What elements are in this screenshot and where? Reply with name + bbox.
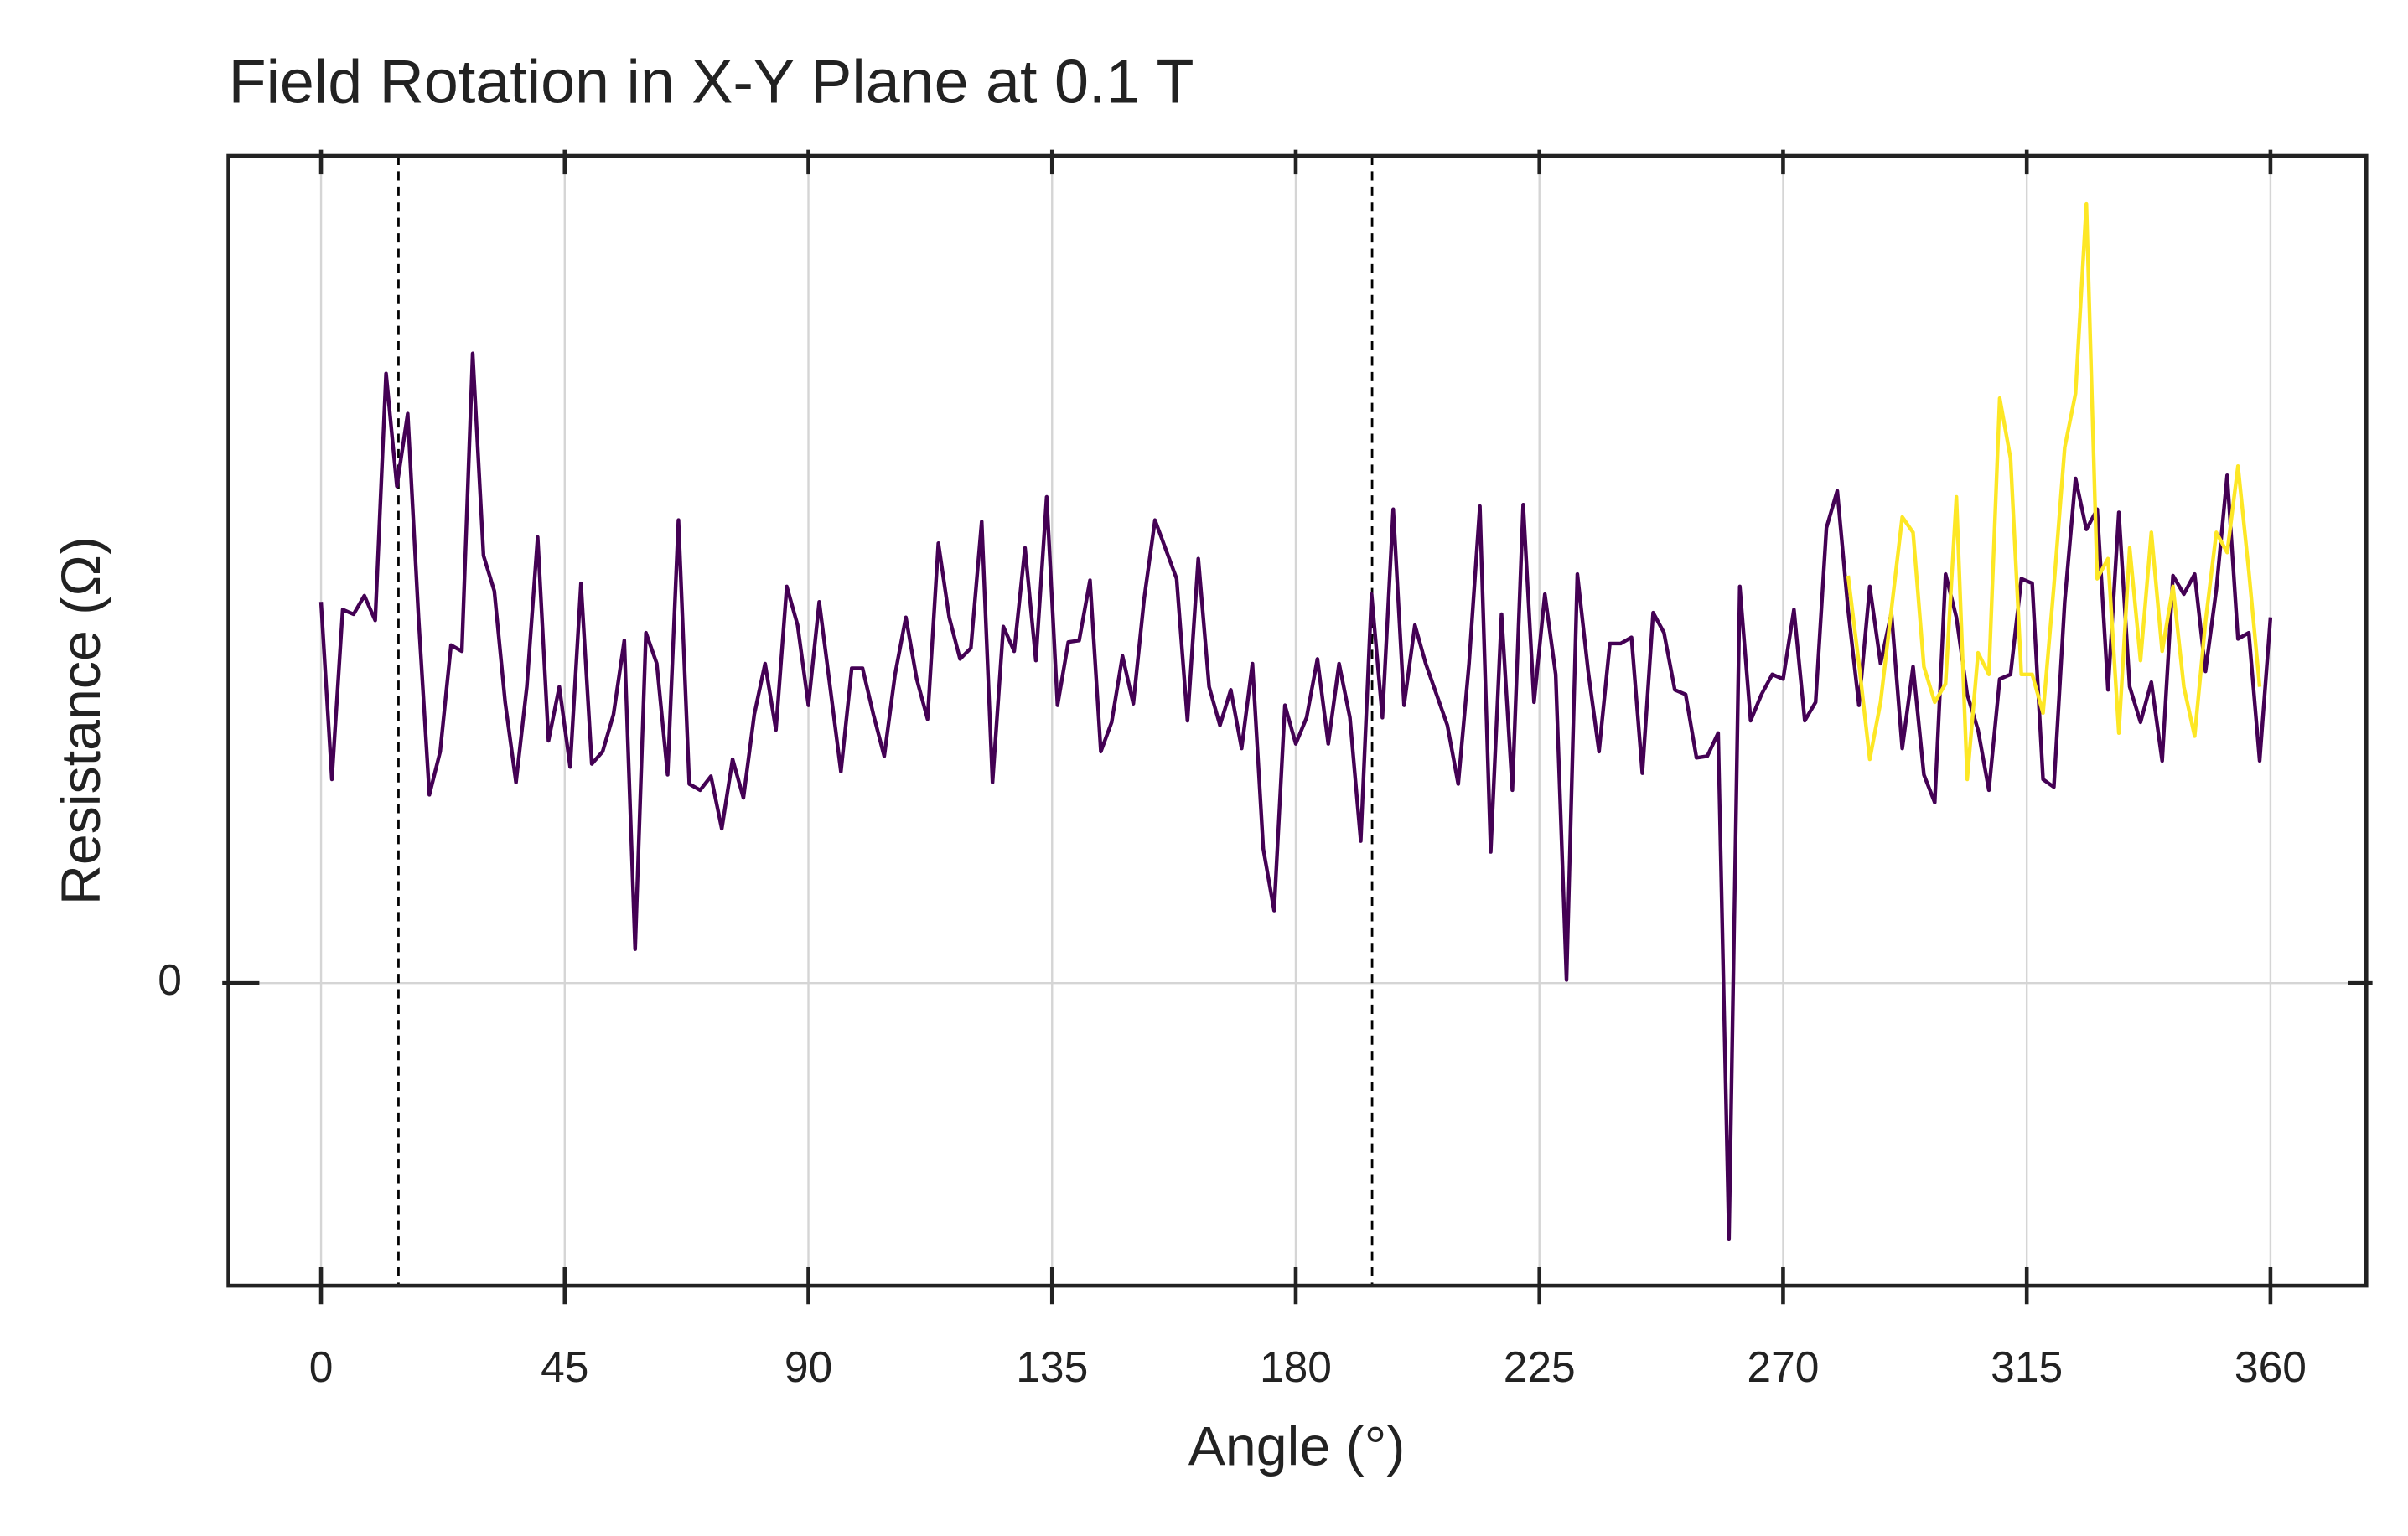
x-tick-label: 270 [1747, 1342, 1819, 1391]
x-tick-label: 360 [2235, 1342, 2307, 1391]
y-tick-label: 0 [158, 955, 182, 1004]
x-tick-label: 90 [785, 1342, 832, 1391]
x-tick-label: 225 [1504, 1342, 1576, 1391]
plot-frame [226, 153, 2369, 1288]
grid [228, 156, 2367, 1286]
y-axis-label: Resistance (Ω) [50, 536, 112, 905]
x-tick-label: 135 [1016, 1342, 1088, 1391]
x-axis-label: Angle (°) [1188, 1416, 1406, 1478]
x-tick-label: 315 [1991, 1342, 2063, 1391]
x-tick-label: 180 [1260, 1342, 1332, 1391]
x-tick-label: 0 [309, 1342, 334, 1391]
data-line [1846, 201, 2262, 782]
x-tick-label: 45 [541, 1342, 588, 1391]
chart-title: Field Rotation in X-Y Plane at 0.1 T [229, 47, 1194, 116]
data-line [318, 351, 2273, 1242]
plot-area [318, 156, 2273, 1286]
